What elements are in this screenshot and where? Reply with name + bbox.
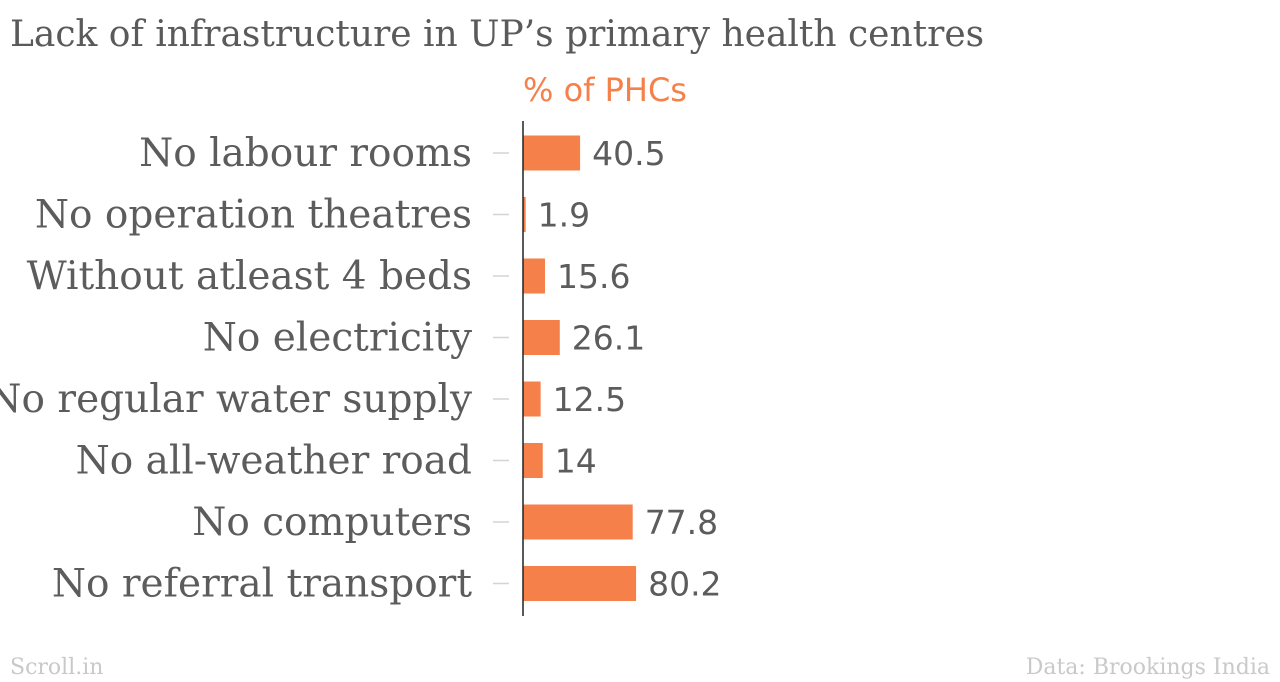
bar [523,566,637,601]
category-label: No regular water supply [0,377,472,422]
category-label: No labour rooms [139,131,472,176]
bar-value-label: 80.2 [648,565,721,604]
bar-value-label: 1.9 [538,196,590,235]
bar [523,381,541,417]
plot-area: No labour rooms 40.5 No operation theatres… [0,131,722,607]
bar-value-label: 26.1 [572,319,645,358]
bar-value-label: 40.5 [592,134,665,173]
category-label: No electricity [203,316,472,361]
category-label: No all-weather road [76,439,472,484]
footer-source-left: Scroll.in [10,655,103,680]
bar [523,197,526,232]
bar-value-label: 77.8 [645,503,718,542]
footer-source-right: Data: Brookings India [1026,655,1270,680]
bar-value-label: 14 [555,442,597,481]
bar [523,443,543,478]
category-label: No referral transport [52,562,472,607]
bar [523,320,560,355]
category-label: No operation theatres [35,193,472,238]
units-label: % of PHCs [523,71,687,109]
bar-value-label: 12.5 [553,380,626,419]
chart-title: Lack of infrastructure in UP’s primary h… [10,14,984,55]
bar [523,504,633,540]
category-label: Without atleast 4 beds [27,254,472,299]
bar [523,258,545,294]
bar [523,135,581,171]
category-label: No computers [192,500,472,545]
bar-value-label: 15.6 [557,257,630,296]
